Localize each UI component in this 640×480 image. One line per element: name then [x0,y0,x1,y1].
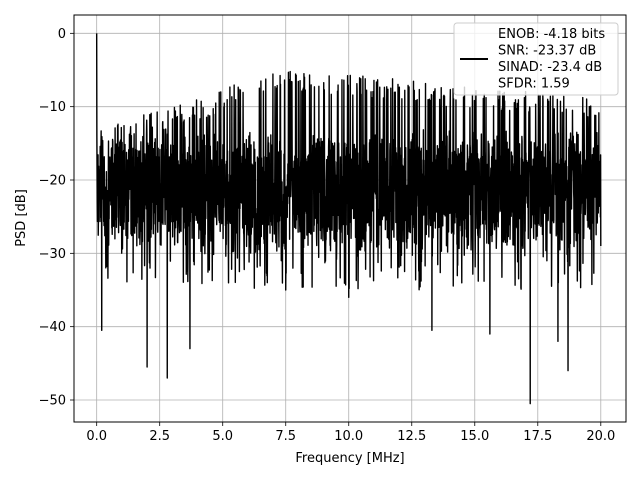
x-tick-label: 20.0 [586,429,615,444]
x-tick-label: 5.0 [212,429,233,444]
x-axis-title: Frequency [MHz] [295,451,404,466]
y-tick-label: 0 [58,27,66,42]
y-axis-title: PSD [dB] [14,189,29,247]
x-tick-label: 15.0 [460,429,489,444]
y-tick-label: −40 [39,320,66,335]
x-tick-label: 10.0 [334,429,363,444]
legend-text-line: ENOB: -4.18 bits [498,27,605,42]
plot-area [95,33,602,405]
legend-text-line: SINAD: -23.4 dB [498,60,602,75]
psd-series-line [95,33,602,405]
legend-text-line: SFDR: 1.59 [498,77,570,92]
series-layer [95,33,602,405]
x-tick-label: 7.5 [275,429,296,444]
y-tick-label: −50 [39,394,66,409]
y-tick-label: −10 [39,100,66,115]
legend-text-line: SNR: -23.37 dB [498,44,596,59]
legend-box [453,22,619,96]
y-axis: 0 −10 −20 −30 −40 −50 [39,27,74,409]
x-tick-label: 0.0 [86,429,107,444]
plot-frame [73,14,627,423]
x-tick-label: 12.5 [397,429,426,444]
x-tick-label: 17.5 [523,429,552,444]
y-tick-label: −30 [39,247,66,262]
x-axis: 0.0 2.5 5.0 7.5 10.0 12.5 15.0 17.5 20.0 [86,422,615,444]
x-tick-label: 2.5 [149,429,170,444]
y-tick-label: −20 [39,174,66,189]
